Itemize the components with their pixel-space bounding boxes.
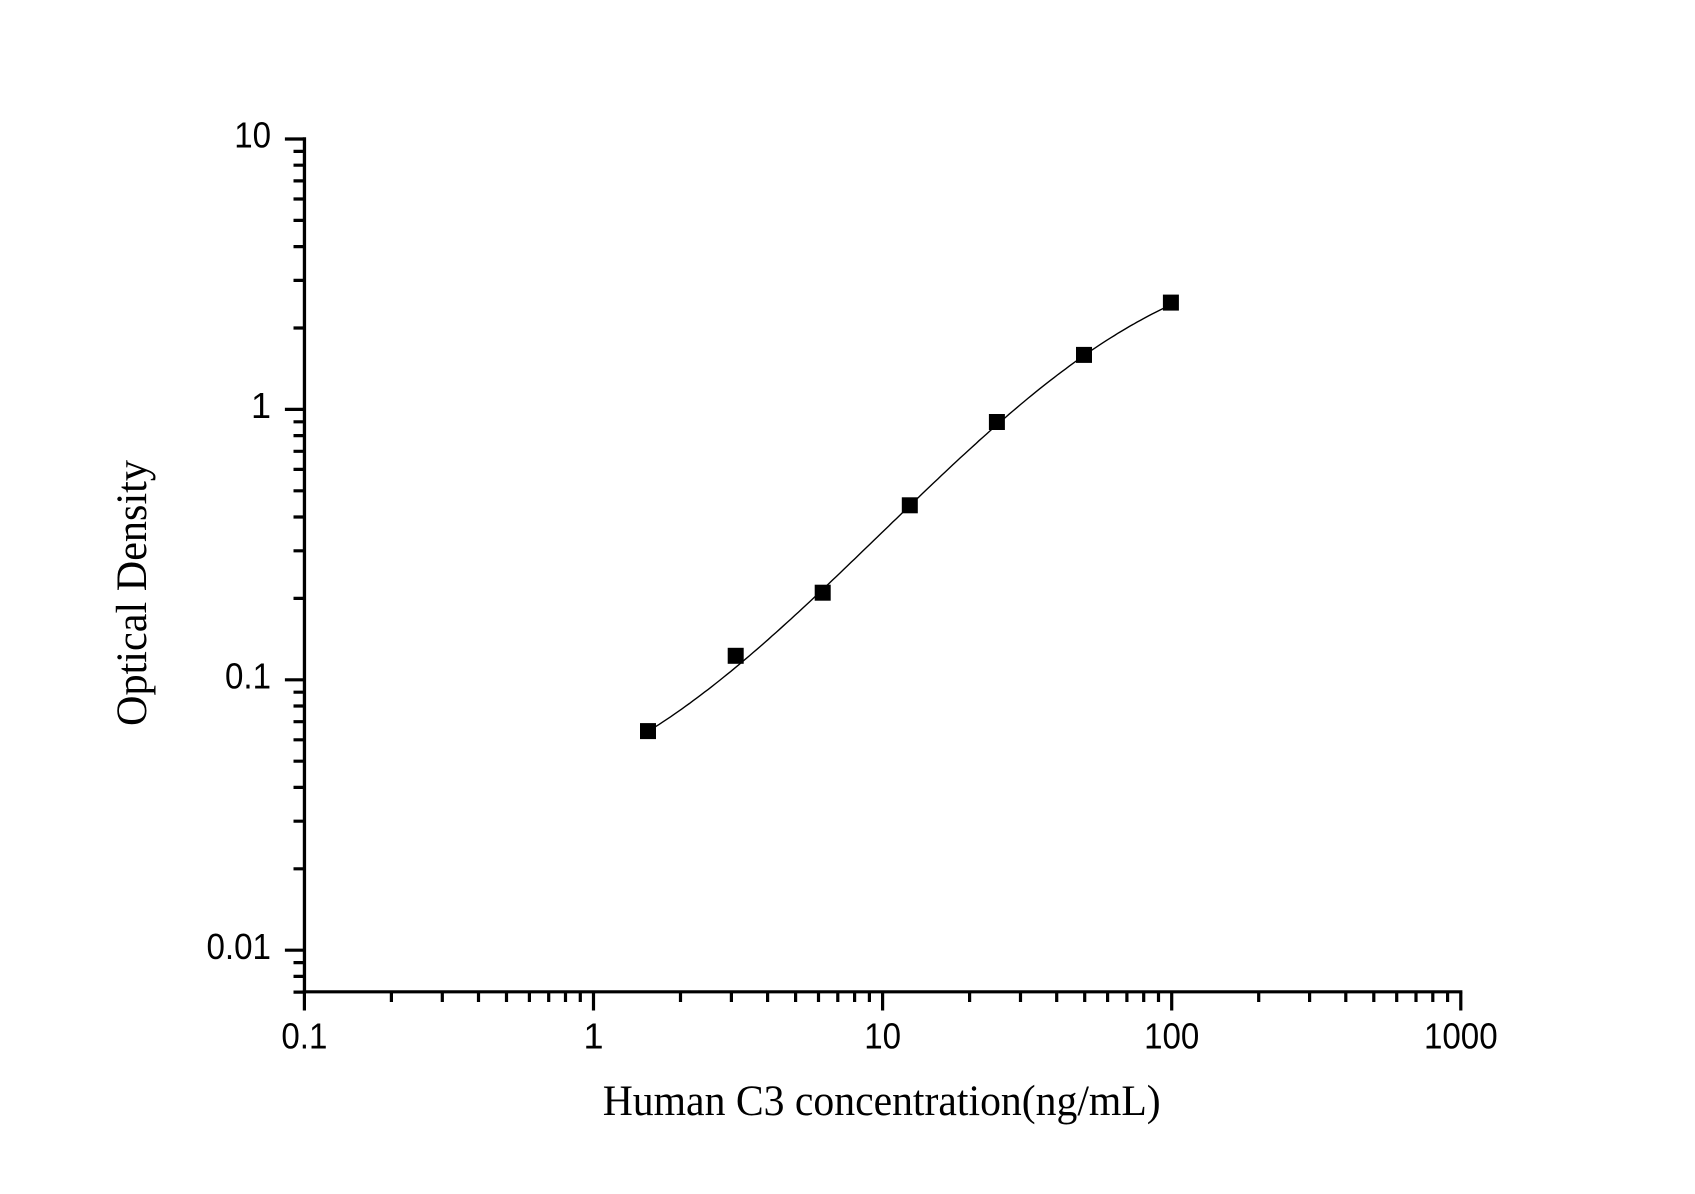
svg-text:Optical Density: Optical Density bbox=[109, 460, 156, 726]
svg-text:1000: 1000 bbox=[1424, 1016, 1498, 1057]
svg-text:10: 10 bbox=[864, 1016, 901, 1057]
svg-text:1: 1 bbox=[583, 1016, 603, 1057]
svg-text:100: 100 bbox=[1144, 1016, 1199, 1057]
svg-text:1: 1 bbox=[251, 385, 271, 426]
svg-text:10: 10 bbox=[234, 115, 271, 156]
svg-text:0.1: 0.1 bbox=[225, 655, 271, 696]
svg-text:0.1: 0.1 bbox=[281, 1016, 327, 1057]
svg-text:0.01: 0.01 bbox=[207, 926, 272, 967]
svg-text:Human C3 concentration(ng/mL): Human C3 concentration(ng/mL) bbox=[603, 1078, 1161, 1125]
